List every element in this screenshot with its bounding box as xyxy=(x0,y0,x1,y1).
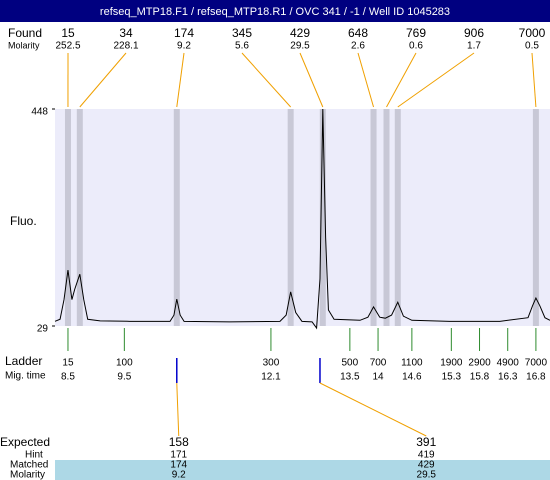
peak-band xyxy=(173,109,180,326)
ladder-size: 300 xyxy=(263,358,280,369)
ladder-mig-time: 14.6 xyxy=(402,372,422,383)
found-size: 648 xyxy=(348,26,368,40)
expected-hint: 171 xyxy=(170,450,187,461)
plot-area xyxy=(55,109,550,326)
matched-label: Matched xyxy=(10,460,48,471)
title: refseq_MTP18.F1 / refseq_MTP18.R1 / OVC … xyxy=(100,6,450,18)
peak-band xyxy=(370,109,377,326)
found-molarity: 2.6 xyxy=(351,41,365,52)
found-connector xyxy=(241,52,292,108)
peak-band xyxy=(64,109,71,326)
found-connector xyxy=(531,52,537,108)
found-molarity: 5.6 xyxy=(235,41,249,52)
found-size: 769 xyxy=(406,26,426,40)
found-size: 34 xyxy=(119,26,133,40)
y-tick-label: 448 xyxy=(31,107,48,118)
peak-band xyxy=(319,109,326,326)
expected-matched: 174 xyxy=(170,460,187,471)
ladder-size: 500 xyxy=(342,358,359,369)
found-size: 429 xyxy=(290,26,310,40)
found-molarity: 29.5 xyxy=(290,41,310,52)
ladder-mig-time: 13.5 xyxy=(340,372,360,383)
found-size: 345 xyxy=(232,26,252,40)
found-size: 7000 xyxy=(519,26,546,40)
found-molarity: 0.6 xyxy=(409,41,423,52)
ladder-size: 2900 xyxy=(468,358,491,369)
found-connector xyxy=(79,52,127,108)
molarity-label: Molarity xyxy=(10,470,45,480)
matched-highlight xyxy=(55,460,550,480)
expected-molarity: 29.5 xyxy=(417,470,437,480)
expected-matched: 429 xyxy=(418,460,435,471)
found-molarity: 1.7 xyxy=(467,41,481,52)
ladder-size: 4900 xyxy=(497,358,520,369)
found-molarity: 0.5 xyxy=(525,41,539,52)
ladder-mig-time: 15.8 xyxy=(470,372,490,383)
ladder-sublabel: Mig. time xyxy=(5,371,46,382)
ladder-size: 15 xyxy=(62,358,74,369)
found-size: 906 xyxy=(464,26,484,40)
ladder-size: 700 xyxy=(370,358,387,369)
ladder-mig-time: 16.3 xyxy=(498,372,518,383)
expected-connector xyxy=(176,382,180,437)
hint-label: Hint xyxy=(25,450,43,461)
expected-size: 158 xyxy=(169,435,189,449)
found-label: Found xyxy=(8,26,42,40)
ladder-size: 7000 xyxy=(525,358,548,369)
y-axis-label: Fluo. xyxy=(10,214,37,228)
found-connector xyxy=(386,52,417,108)
found-size: 15 xyxy=(61,26,75,40)
ladder-mig-time: 14 xyxy=(372,372,384,383)
ladder-label: Ladder xyxy=(5,354,42,368)
ladder-mig-time: 15.3 xyxy=(442,372,462,383)
trace xyxy=(54,108,550,330)
peak-band xyxy=(76,109,83,326)
ladder-size: 100 xyxy=(116,358,133,369)
ladder-mig-time: 16.8 xyxy=(526,372,546,383)
title-bar xyxy=(0,0,550,22)
found-molarity: 252.5 xyxy=(55,41,80,52)
found-connector xyxy=(299,52,324,108)
found-connector xyxy=(397,52,475,108)
expected-molarity: 9.2 xyxy=(172,470,186,480)
found-sublabel: Molarity xyxy=(8,40,40,50)
y-tick-label: 29 xyxy=(37,324,49,335)
found-connector xyxy=(357,52,375,108)
ladder-mig-time: 8.5 xyxy=(61,372,75,383)
expected-size: 391 xyxy=(416,435,436,449)
ladder-mig-time: 12.1 xyxy=(261,372,281,383)
ladder-mig-time: 9.5 xyxy=(117,372,131,383)
peak-band xyxy=(287,109,294,326)
expected-label: Expected xyxy=(0,435,50,449)
found-molarity: 228.1 xyxy=(113,41,138,52)
found-molarity: 9.2 xyxy=(177,41,191,52)
ladder-size: 1100 xyxy=(401,358,423,369)
peak-band xyxy=(383,109,390,326)
found-connector xyxy=(176,52,185,108)
ladder-size: 1900 xyxy=(440,358,463,369)
peak-band xyxy=(394,109,401,326)
found-size: 174 xyxy=(174,26,194,40)
expected-connector xyxy=(319,382,427,437)
peak-band xyxy=(532,109,539,326)
expected-hint: 419 xyxy=(418,450,435,461)
